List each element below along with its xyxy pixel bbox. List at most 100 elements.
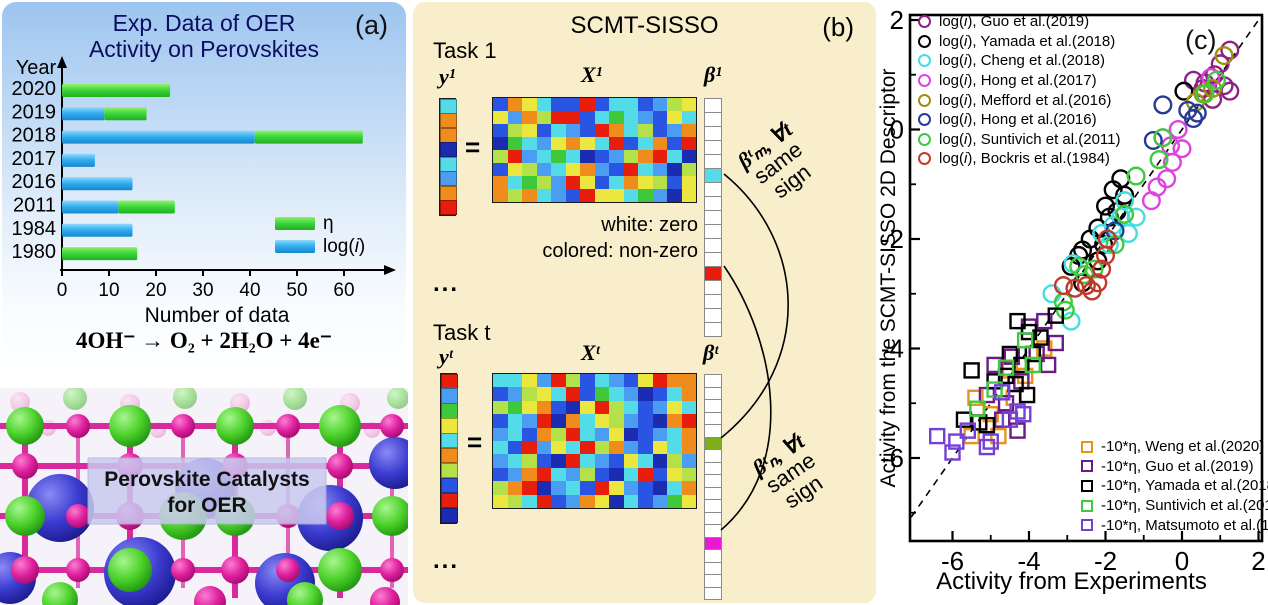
X1-label: X¹ xyxy=(581,62,603,87)
point-Hong-et-al-2017- xyxy=(1168,119,1188,139)
matrix-cell xyxy=(441,462,458,479)
taskt-label: Task t xyxy=(433,320,491,345)
matrix-cell xyxy=(565,400,580,415)
point-Yamada-et-al-2018- xyxy=(1094,234,1114,254)
matrix-cell xyxy=(441,418,458,434)
matrix-cell xyxy=(704,224,722,239)
matrix-cell xyxy=(667,111,682,124)
matrix-cell xyxy=(652,176,667,189)
matrix-cell xyxy=(667,124,682,137)
matrix-cell xyxy=(522,427,537,441)
matrix-cell xyxy=(667,481,682,495)
matrix-cell xyxy=(667,374,682,388)
matrix-cell xyxy=(551,98,566,111)
matrix-cell xyxy=(623,387,638,401)
matrix-cell xyxy=(565,111,580,124)
matrix-cell xyxy=(652,454,667,468)
legend-item: -10*η, Matsumoto et al.(1980) xyxy=(1080,515,1268,535)
matrix-cell xyxy=(681,387,696,401)
matrix-cell xyxy=(551,163,566,176)
matrix-cell xyxy=(704,140,722,155)
point-Bockris-et-al-1984- xyxy=(1076,276,1096,296)
matrix-cell xyxy=(623,494,638,508)
point-Guo-et-al-2019- xyxy=(1047,334,1064,352)
matrix-cell xyxy=(681,454,696,468)
matrix-cell xyxy=(551,189,566,202)
matrix-cell xyxy=(681,427,696,441)
matrix-cell xyxy=(704,308,722,323)
bar-segment-2018-log(i) xyxy=(62,130,255,144)
point-Suntivich-et-al-2011- xyxy=(1206,70,1226,90)
matrix-cell xyxy=(536,440,551,455)
point-Suntivich-et-al-2011- xyxy=(997,359,1015,376)
matrix-cell xyxy=(704,182,722,197)
bar-category-2017: 2017 xyxy=(12,148,57,170)
point-Yamada-et-al-2018- xyxy=(1047,307,1064,324)
matrix-cell xyxy=(507,98,522,111)
matrix-cell xyxy=(704,154,722,169)
equals-sign-1: = xyxy=(465,132,481,162)
matrix-cell xyxy=(704,461,722,475)
matrix-cell xyxy=(580,454,595,468)
point-Suntivich-et-al-2011- xyxy=(1024,356,1042,374)
matrix-cell xyxy=(536,189,551,202)
matrix-cell xyxy=(493,454,508,468)
matrix-cell xyxy=(704,561,722,575)
legend-label: log(i), Bockris et al.(1984) xyxy=(939,150,1110,168)
scatter-legend-squares: -10*η, Weng et al.(2020) -10*η, Guo et al… xyxy=(1080,437,1268,535)
point-Guo-et-al-2019- xyxy=(997,395,1015,412)
matrix-cell xyxy=(704,424,722,438)
matrix-cell xyxy=(551,111,566,124)
point-Suntivich-et-al-2011- xyxy=(1195,84,1215,104)
scatter-y-axis-label: Activity from the SCMT-SISSO 2D Descript… xyxy=(877,68,900,488)
white-zero-note: white: zero xyxy=(601,214,698,236)
matrix-cell xyxy=(704,549,722,563)
matrix-cell xyxy=(507,124,522,137)
matrix-cell xyxy=(536,427,551,441)
matrix-cell xyxy=(638,124,653,137)
matrix-cell xyxy=(580,137,595,150)
matrix-cell xyxy=(580,111,595,124)
matrix-cell xyxy=(440,200,457,215)
matrix-cell xyxy=(623,111,638,124)
matrix-cell xyxy=(580,494,595,508)
matrix-cell xyxy=(704,486,722,500)
point-Bockris-et-al-1984- xyxy=(1092,259,1112,279)
matrix-cell xyxy=(609,387,624,401)
matrix-cell xyxy=(667,467,682,482)
matrix-cell xyxy=(507,137,522,150)
matrix-cell xyxy=(441,373,458,389)
scatter-plot: -6 -4 -2 0 2 2 0 -2 -4 -6 xyxy=(881,5,1266,576)
matrix-cell xyxy=(704,210,722,225)
matrix-cell xyxy=(681,494,696,508)
circle-marker-icon xyxy=(918,34,931,48)
point-Suntivich-et-al-2011- xyxy=(1016,332,1034,349)
matrix-cell xyxy=(652,137,667,150)
matrix-cell xyxy=(522,137,537,150)
matrix-cell xyxy=(652,440,667,455)
matrix-cell xyxy=(704,586,722,600)
square-marker-icon xyxy=(1081,440,1093,453)
matrix-cell xyxy=(623,163,638,176)
matrix-cell xyxy=(667,387,682,401)
bar-x-ticklabel-60: 60 xyxy=(333,280,354,301)
matrix-cell xyxy=(704,524,722,538)
X1-matrix xyxy=(492,97,697,203)
matrix-cell xyxy=(522,481,537,495)
bar-category-1980: 1980 xyxy=(12,241,57,263)
matrix-cell xyxy=(565,481,580,495)
matrix-cell xyxy=(704,511,722,525)
matrix-cell xyxy=(609,124,624,137)
bt-vector xyxy=(704,374,722,600)
matrix-cell xyxy=(594,387,609,401)
matrix-cell xyxy=(580,400,595,415)
matrix-cell xyxy=(681,189,696,202)
bar-segment-2011-log(i) xyxy=(62,200,119,214)
ellipsis-2: ... xyxy=(433,547,460,574)
panel-b-title: SCMT-SISSO xyxy=(570,12,719,39)
legend-label: log(i), Cheng et al.(2018) xyxy=(939,52,1105,70)
matrix-cell xyxy=(594,176,609,189)
panel-a-title-line2: Activity on Perovskites xyxy=(88,36,320,62)
legend-item: -10*η, Weng et al.(2020) xyxy=(1080,437,1268,457)
matrix-cell xyxy=(551,374,566,388)
